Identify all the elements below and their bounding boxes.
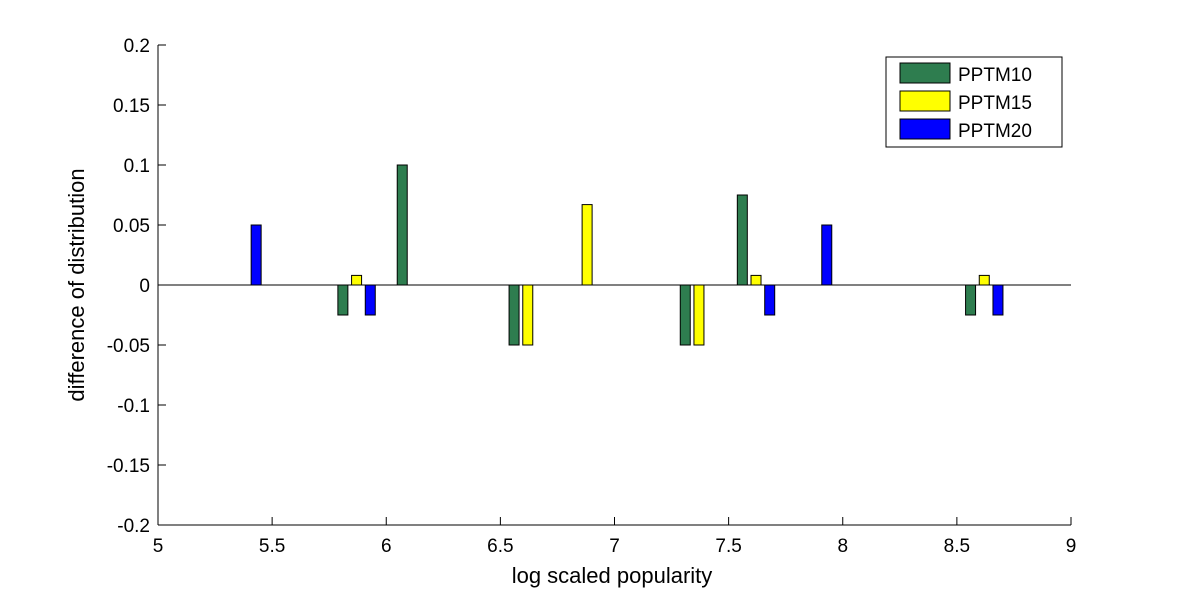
bar-pptm10-1 (337, 284, 349, 316)
bars-group (250, 164, 1004, 346)
bar-pptm15-6 (750, 274, 762, 286)
bar-pptm15-4 (581, 204, 593, 286)
x-tick-label: 9 (1066, 536, 1077, 557)
bar-pptm10-5 (679, 284, 691, 346)
bar-pptm20-0 (250, 224, 262, 286)
bar-pptm20-1 (364, 284, 376, 316)
legend: PPTM10 PPTM15 PPTM20 (885, 56, 1063, 148)
bar-pptm20-7 (821, 224, 833, 286)
y-tick-label: -0.1 (117, 396, 150, 417)
x-tick-label: 7 (609, 536, 620, 557)
y-tick-label: 0.1 (124, 156, 150, 177)
bar-pptm10-8 (965, 284, 977, 316)
x-tick-label: 6 (381, 536, 392, 557)
bar-pptm15-8 (978, 274, 990, 286)
legend-label-pptm10: PPTM10 (958, 65, 1032, 86)
x-tick-label: 8 (837, 536, 848, 557)
x-tick-label: 5.5 (259, 536, 285, 557)
legend-label-pptm15: PPTM15 (958, 93, 1032, 114)
y-tick-label: -0.2 (117, 516, 150, 537)
legend-label-pptm20: PPTM20 (958, 121, 1032, 142)
x-tick-label: 8.5 (944, 536, 970, 557)
bar-pptm10-6 (736, 194, 748, 286)
legend-swatch-pptm15 (899, 90, 951, 112)
x-axis-ticks: 5 5.5 6 6.5 7 7.5 8 8.5 9 (153, 517, 1077, 557)
y-tick-label: 0 (139, 276, 150, 297)
y-axis-label: difference of distribution (64, 168, 89, 401)
x-tick-label: 7.5 (715, 536, 741, 557)
bar-pptm10-2 (396, 164, 408, 286)
y-tick-label: 0.2 (124, 36, 150, 57)
x-tick-label: 5 (153, 536, 164, 557)
legend-swatch-pptm10 (899, 62, 951, 84)
bar-pptm20-8 (992, 284, 1004, 316)
y-tick-label: -0.15 (107, 456, 150, 477)
y-tick-label: -0.05 (107, 336, 150, 357)
bar-pptm20-6 (764, 284, 776, 316)
y-tick-label: 0.15 (113, 96, 150, 117)
bar-pptm15-1 (351, 274, 363, 286)
bar-pptm10-3 (508, 284, 520, 346)
bar-pptm15-5 (693, 284, 705, 346)
x-tick-label: 6.5 (487, 536, 513, 557)
y-axis-ticks: -0.2 -0.15 -0.1 -0.05 0 0.05 0.1 0.15 0.2 (107, 36, 166, 537)
legend-swatch-pptm20 (899, 118, 951, 140)
x-axis-label: log scaled popularity (512, 563, 713, 588)
bar-pptm15-3 (522, 284, 534, 346)
y-tick-label: 0.05 (113, 216, 150, 237)
